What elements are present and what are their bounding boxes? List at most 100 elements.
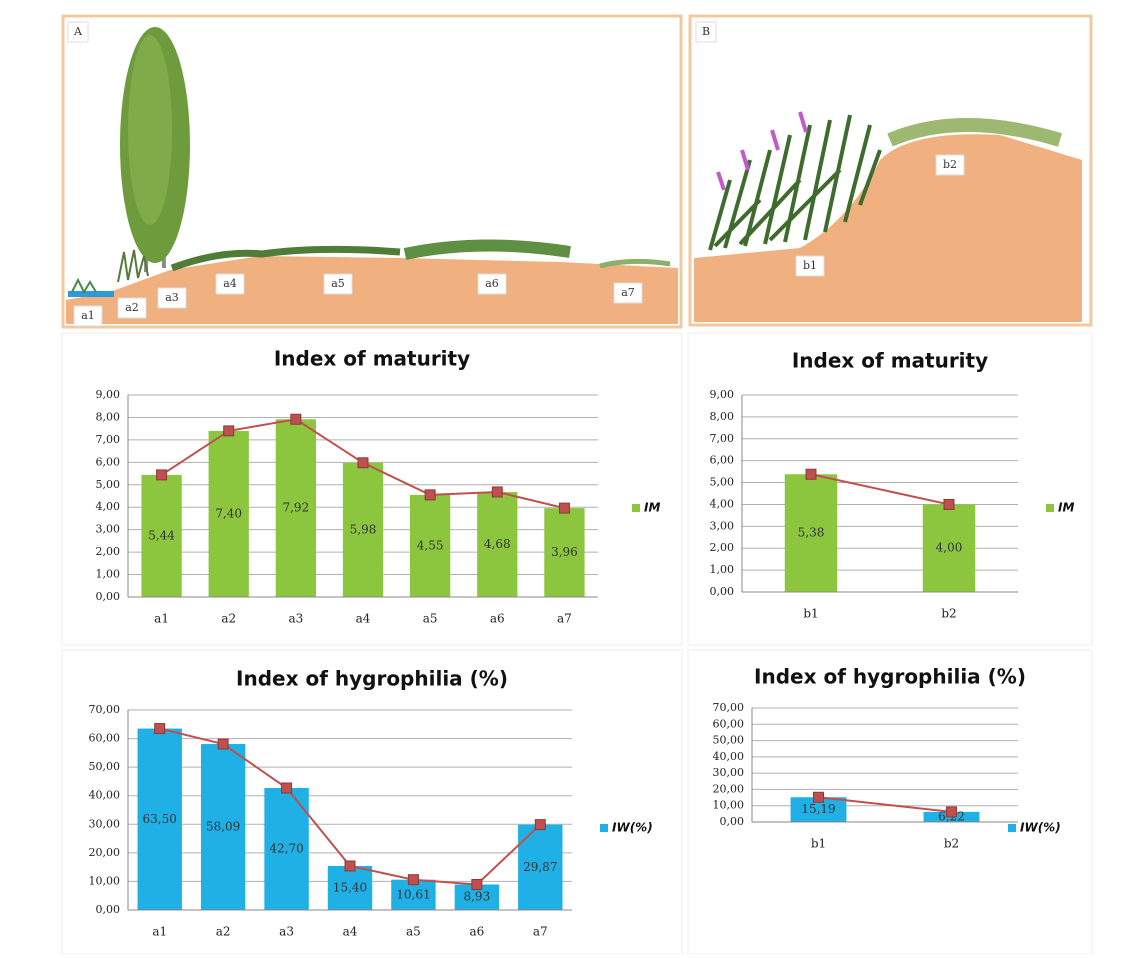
y-tick-label: 10,00 (713, 799, 745, 812)
line-marker (217, 738, 229, 750)
y-tick-label: 3,00 (96, 523, 121, 536)
value-label: 5,44 (148, 528, 175, 542)
line-marker (534, 819, 546, 831)
chart-panel (687, 332, 1093, 646)
y-tick-label: 40,00 (89, 789, 121, 802)
y-tick-label: 7,00 (710, 432, 735, 445)
zone-label: b1 (803, 259, 817, 272)
y-tick-label: 5,00 (96, 478, 121, 491)
legend-swatch (1008, 824, 1016, 832)
value-label: 29,87 (523, 860, 557, 874)
y-tick-label: 60,00 (713, 717, 745, 730)
value-label: 7,92 (282, 501, 309, 515)
value-label: 4,68 (484, 537, 511, 551)
y-tick-label: 1,00 (710, 563, 735, 576)
illustration-a (61, 14, 683, 329)
zone-box (935, 154, 965, 176)
line (810, 473, 950, 506)
zone-box (215, 273, 245, 295)
x-tick-label: b1 (811, 837, 826, 851)
chart-title: Index of hygrophilia (%) (754, 665, 1026, 689)
y-tick-label: 20,00 (713, 782, 745, 795)
x-tick-label: b1 (803, 607, 818, 621)
legend-label: IW(%) (1020, 821, 1061, 835)
zone-box (73, 305, 103, 327)
y-tick-label: 4,00 (96, 500, 121, 513)
y-tick-label: 6,00 (710, 454, 735, 467)
chart-panel (687, 649, 1093, 955)
y-tick-label: 9,00 (710, 388, 735, 401)
x-tick-label: a6 (469, 925, 484, 939)
zone-box (613, 282, 643, 304)
bar (477, 491, 518, 597)
zone-box (117, 297, 147, 319)
zone-label: a3 (165, 291, 179, 304)
line-marker (491, 486, 503, 498)
y-tick-label: 3,00 (710, 519, 735, 532)
value-label: 5,98 (350, 522, 377, 536)
illustration-b (688, 14, 1093, 327)
value-label: 58,09 (206, 820, 240, 834)
bar (342, 462, 384, 597)
y-tick-label: 8,00 (710, 410, 735, 423)
chart-title: Index of hygrophilia (%) (236, 667, 508, 691)
bar (327, 866, 373, 910)
y-tick-label: 60,00 (89, 732, 121, 745)
zone-label: a1 (81, 309, 95, 322)
value-label: 15,40 (333, 881, 367, 895)
x-tick-label: a5 (406, 925, 421, 939)
line (818, 796, 952, 813)
x-tick-label: a4 (343, 925, 358, 939)
value-label: 8,93 (463, 890, 490, 904)
line-marker (471, 878, 483, 890)
y-tick-label: 6,00 (96, 455, 121, 468)
bar (208, 430, 249, 597)
x-tick-label: a6 (490, 612, 505, 626)
line-marker (946, 806, 957, 818)
legend-label: IM (644, 501, 660, 515)
line-marker (813, 791, 824, 803)
y-tick-label: 30,00 (89, 817, 121, 830)
x-tick-label: a3 (279, 925, 294, 939)
x-tick-label: a1 (154, 612, 169, 626)
value-label: 7,40 (215, 506, 242, 520)
y-tick-label: 30,00 (713, 766, 745, 779)
y-tick-label: 0,00 (720, 815, 745, 828)
panel-letter: B (702, 25, 710, 38)
y-tick-label: 0,00 (96, 903, 121, 916)
line-marker (281, 782, 293, 794)
value-label: 3,96 (551, 545, 578, 559)
line-marker (357, 457, 369, 469)
y-tick-label: 0,00 (710, 585, 735, 598)
legend-swatch (632, 504, 640, 512)
line-marker (156, 469, 168, 481)
zone-label: b2 (943, 158, 957, 171)
legend-swatch (1046, 504, 1054, 512)
chart-title: Index of maturity (274, 347, 470, 371)
y-tick-label: 0,00 (96, 590, 121, 603)
bar (410, 494, 451, 597)
bar (200, 744, 246, 910)
bar (141, 474, 182, 597)
x-tick-label: a2 (216, 925, 231, 939)
x-tick-label: a3 (288, 612, 303, 626)
zone-box (323, 273, 353, 295)
bar (784, 474, 838, 592)
line-marker (223, 425, 235, 437)
bar (137, 728, 182, 910)
value-label: 4,55 (417, 538, 444, 552)
y-tick-label: 40,00 (713, 750, 745, 763)
value-label: 10,61 (396, 887, 430, 901)
y-tick-label: 50,00 (713, 734, 745, 747)
y-tick-label: 50,00 (89, 760, 121, 773)
zone-label: a7 (621, 286, 635, 299)
value-label: 42,70 (269, 842, 303, 856)
x-tick-label: a7 (557, 612, 572, 626)
legend-label: IW(%) (612, 821, 653, 835)
y-tick-label: 10,00 (89, 874, 121, 887)
zone-box (477, 273, 507, 295)
y-tick-label: 7,00 (96, 433, 121, 446)
value-label: 5,38 (798, 526, 825, 540)
zone-label: a5 (331, 277, 345, 290)
y-tick-label: 70,00 (89, 703, 121, 716)
